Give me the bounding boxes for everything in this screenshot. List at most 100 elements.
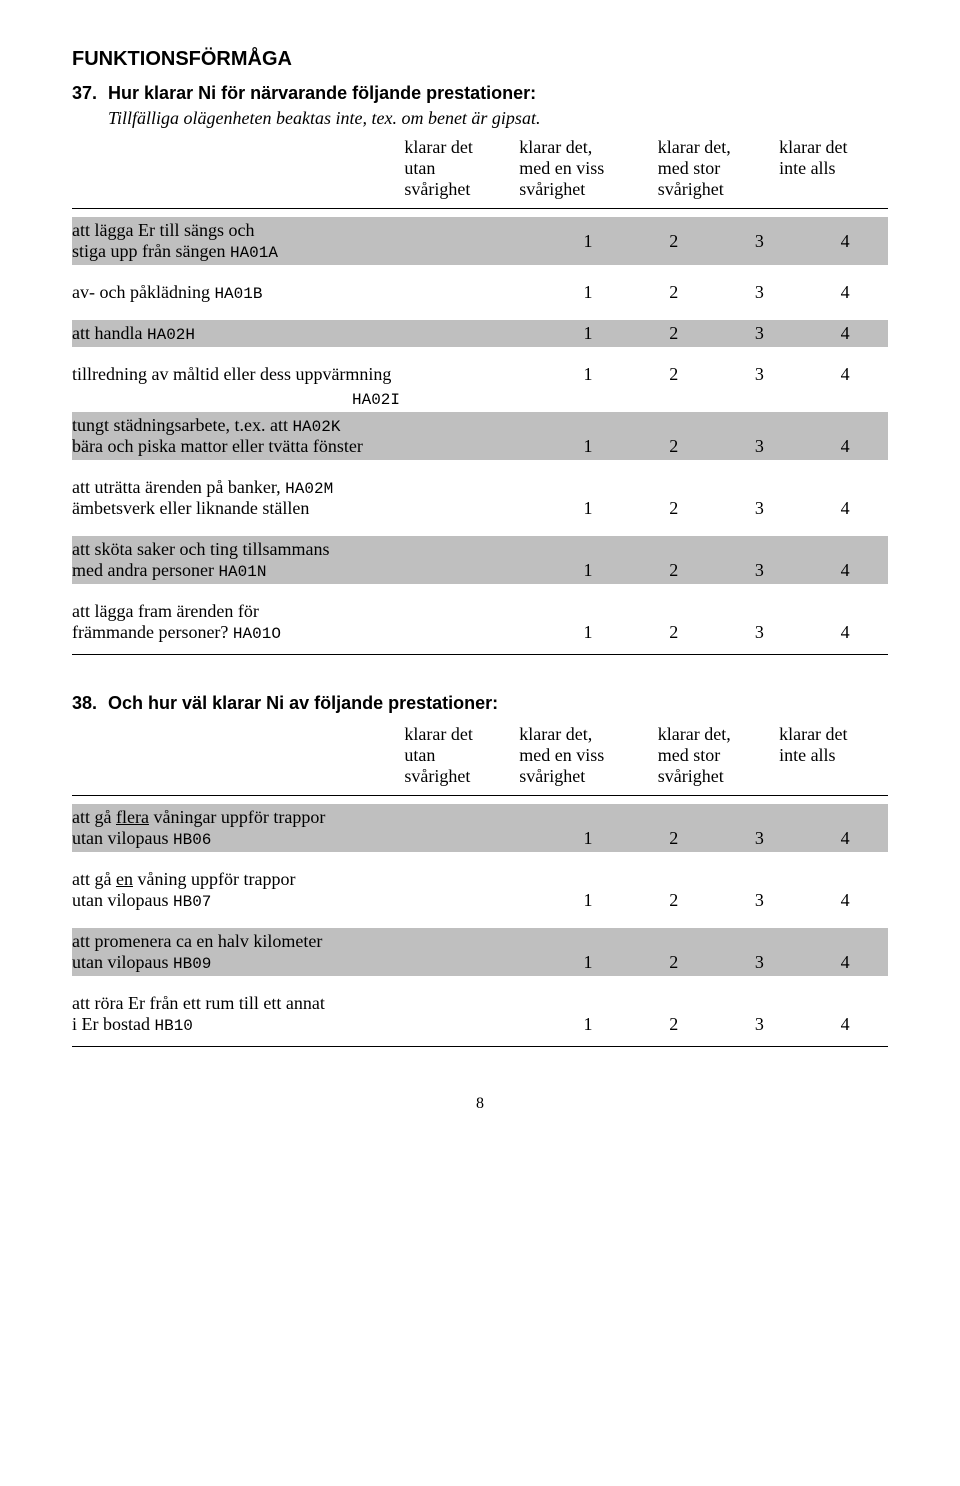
q38-h4a: klarar det xyxy=(773,724,888,745)
row-label-pre: att gå xyxy=(72,869,116,889)
row-val: 3 xyxy=(717,282,803,303)
row-label-post: våningar uppför trappor xyxy=(149,807,325,827)
q37-row: att sköta saker och ting tillsammans xyxy=(72,536,888,560)
row-label2: bära och piska mattor eller tvätta fönst… xyxy=(72,436,363,456)
q38-row: att röra Er från ett rum till ett annat xyxy=(72,990,888,1014)
q38-h1c: svårighet xyxy=(398,766,513,787)
q37-row-line2: bära och piska mattor eller tvätta fönst… xyxy=(72,436,888,460)
row-label: tillredning av måltid eller dess uppvärm… xyxy=(72,364,391,384)
row-val: 3 xyxy=(717,622,803,643)
q38-text: Och hur väl klarar Ni av följande presta… xyxy=(108,693,498,713)
row-label: att lägga fram ärenden för xyxy=(72,601,259,621)
row-code: HA01A xyxy=(230,244,278,262)
row-val: 1 xyxy=(545,436,631,457)
row-val: 3 xyxy=(717,323,803,344)
row-code: HB10 xyxy=(155,1017,193,1035)
row-val: 1 xyxy=(545,364,631,385)
q37-text: Hur klarar Ni för närvarande följande pr… xyxy=(108,83,536,103)
row-val: 2 xyxy=(631,436,717,457)
row-label: att uträtta ärenden på banker, xyxy=(72,477,285,497)
section-title: FUNKTIONSFÖRMÅGA xyxy=(72,48,888,71)
q38-row-line2: utan vilopaus HB06 1 2 3 4 xyxy=(72,828,888,852)
row-val: 1 xyxy=(545,952,631,973)
row-label2: i Er bostad xyxy=(72,1014,155,1034)
row-label2: utan vilopaus xyxy=(72,890,173,910)
q37-h1b: utan xyxy=(398,158,513,179)
row-val: 4 xyxy=(802,890,888,911)
q38-h3a: klarar det, xyxy=(652,724,773,745)
row-code: HB09 xyxy=(173,955,211,973)
row-val: 2 xyxy=(631,890,717,911)
q37-h2a: klarar det, xyxy=(513,137,651,158)
row-code: HA01N xyxy=(218,563,266,581)
row-val: 2 xyxy=(631,498,717,519)
q37-row-line2: ämbetsverk eller liknande ställen 1 2 3 … xyxy=(72,498,888,522)
q38-num: 38. xyxy=(72,693,97,713)
q38-row-line2: utan vilopaus HB07 1 2 3 4 xyxy=(72,890,888,914)
q38-row: att promenera ca en halv kilometer xyxy=(72,928,888,952)
row-val: 4 xyxy=(802,364,888,385)
divider xyxy=(72,654,888,655)
q37-h3a: klarar det, xyxy=(652,137,773,158)
q38-h3b: med stor xyxy=(652,745,773,766)
page-number: 8 xyxy=(72,1095,888,1113)
row-label: att sköta saker och ting tillsammans xyxy=(72,539,329,559)
row-label: tungt städningsarbete, t.ex. att xyxy=(72,415,292,435)
row-val: 1 xyxy=(545,1014,631,1035)
q38-row: att gå flera våningar uppför trappor xyxy=(72,804,888,828)
row-val: 4 xyxy=(802,282,888,303)
row-label-line1: att lägga Er till sängs och xyxy=(72,220,254,240)
q37-row-codeline: HA02I xyxy=(72,388,888,412)
q37-h1c: svårighet xyxy=(398,179,513,200)
q38-header-table: klarar det klarar det, klarar det, klara… xyxy=(72,724,888,787)
q38-row-line2: i Er bostad HB10 1 2 3 4 xyxy=(72,1014,888,1038)
row-val: 4 xyxy=(802,436,888,457)
q37-row: att handla HA02H 1 2 3 4 xyxy=(72,320,888,347)
row-code: HA01O xyxy=(233,625,281,643)
row-label-pre: att gå xyxy=(72,807,116,827)
q38-row: att gå en våning uppför trappor xyxy=(72,866,888,890)
q37-h3c: svårighet xyxy=(652,179,773,200)
row-val: 3 xyxy=(717,1014,803,1035)
q38-h4b: inte alls xyxy=(773,745,888,766)
q38-h2a: klarar det, xyxy=(513,724,651,745)
row-code: HA02M xyxy=(285,480,333,498)
q37-row: att lägga fram ärenden för xyxy=(72,598,888,622)
row-label2: utan vilopaus xyxy=(72,828,173,848)
row-val: 2 xyxy=(631,364,717,385)
row-label: att röra Er från ett rum till ett annat xyxy=(72,993,325,1013)
q37-h4a: klarar det xyxy=(773,137,888,158)
row-label-post: våning uppför trappor xyxy=(133,869,295,889)
row-val: 1 xyxy=(545,282,631,303)
q37-heading: 37. Hur klarar Ni för närvarande följand… xyxy=(72,83,888,104)
row-val: 2 xyxy=(631,622,717,643)
q37-row: att lägga Er till sängs och stiga upp fr… xyxy=(72,217,888,265)
divider xyxy=(72,208,888,209)
row-val: 3 xyxy=(717,828,803,849)
q37-h4b: inte alls xyxy=(773,158,888,179)
row-label-line2: stiga upp från sängen xyxy=(72,241,230,261)
row-val: 1 xyxy=(545,323,631,344)
row-label2: ämbetsverk eller liknande ställen xyxy=(72,498,309,518)
row-code: HA02I xyxy=(352,391,400,409)
row-val: 1 xyxy=(545,498,631,519)
row-val: 4 xyxy=(802,828,888,849)
row-val: 3 xyxy=(717,952,803,973)
q37-note: Tillfälliga olägenheten beaktas inte, te… xyxy=(108,108,888,129)
q37-h1a: klarar det xyxy=(398,137,513,158)
divider xyxy=(72,1046,888,1047)
row-val: 2 xyxy=(631,828,717,849)
q38-h2c: svårighet xyxy=(513,766,651,787)
row-val: 2 xyxy=(631,1014,717,1035)
q37-h2b: med en viss xyxy=(513,158,651,179)
q37-row: av- och påklädning HA01B 1 2 3 4 xyxy=(72,279,888,306)
row-val: 1 xyxy=(545,622,631,643)
row-val: 3 xyxy=(717,436,803,457)
row-code: HA02K xyxy=(292,418,340,436)
row-val: 3 xyxy=(717,364,803,385)
divider xyxy=(72,795,888,796)
q37-row: tillredning av måltid eller dess uppvärm… xyxy=(72,361,888,388)
q37-h3b: med stor xyxy=(652,158,773,179)
q37-header-table: klarar det klarar det, klarar det, klara… xyxy=(72,137,888,200)
row-val: 3 xyxy=(717,498,803,519)
